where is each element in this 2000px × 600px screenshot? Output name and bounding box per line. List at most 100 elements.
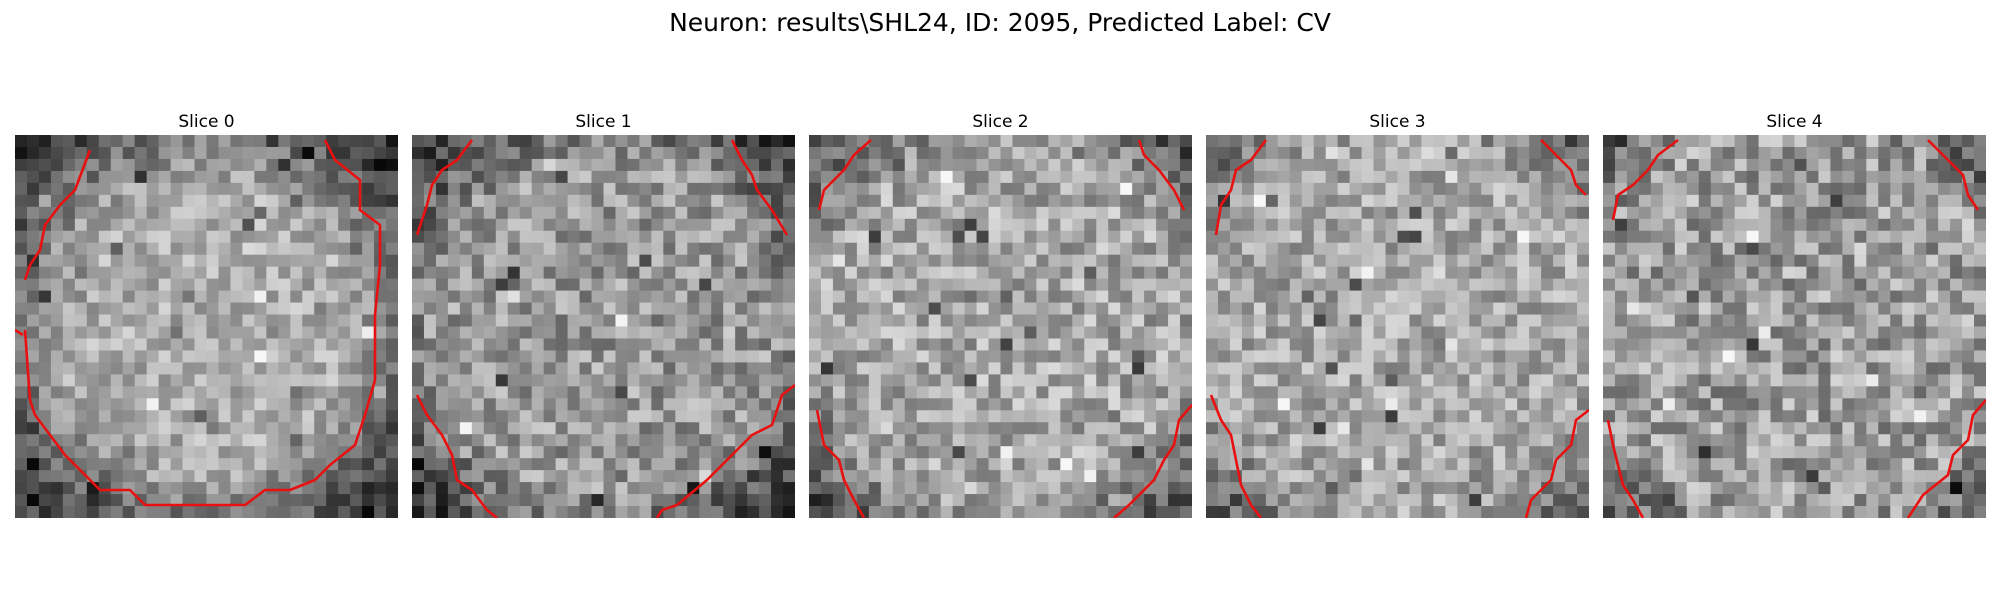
image-pixel: [1445, 182, 1458, 196]
image-pixel: [567, 182, 581, 196]
image-pixel: [495, 266, 509, 280]
image-pixel: [122, 266, 136, 280]
image-pixel: [1481, 494, 1494, 507]
image-pixel: [122, 230, 136, 244]
image-pixel: [856, 362, 870, 375]
image-pixel: [1974, 146, 1986, 160]
image-pixel: [531, 434, 545, 447]
image-pixel: [567, 302, 581, 316]
image-pixel: [230, 194, 244, 208]
image-pixel: [988, 218, 1002, 232]
image-pixel: [1409, 254, 1423, 268]
image-pixel: [627, 482, 641, 495]
image-pixel: [1373, 230, 1387, 244]
image-pixel: [1277, 506, 1291, 518]
image-pixel: [1962, 135, 1975, 148]
image-pixel: [916, 362, 930, 375]
image-pixel: [1818, 242, 1832, 256]
image-pixel: [820, 242, 834, 256]
image-pixel: [98, 374, 112, 387]
image-pixel: [868, 230, 882, 244]
image-pixel: [1036, 158, 1049, 172]
image-pixel: [1108, 350, 1121, 364]
image-pixel: [62, 278, 76, 292]
image-pixel: [820, 422, 834, 435]
image-pixel: [1974, 446, 1986, 459]
image-pixel: [423, 506, 437, 518]
image-pixel: [350, 230, 363, 244]
image-pixel: [290, 302, 303, 316]
image-pixel: [579, 170, 593, 184]
image-pixel: [1493, 194, 1506, 208]
image-pixel: [1962, 446, 1975, 459]
image-pixel: [1902, 302, 1915, 316]
image-pixel: [591, 482, 605, 495]
image-pixel: [158, 362, 172, 375]
image-pixel: [1505, 170, 1518, 184]
image-pixel: [663, 158, 676, 172]
image-pixel: [471, 182, 485, 196]
image-pixel: [1457, 266, 1470, 280]
image-pixel: [1878, 374, 1891, 387]
image-pixel: [988, 410, 1002, 423]
image-pixel: [218, 230, 232, 244]
image-pixel: [1553, 350, 1566, 364]
image-pixel: [1481, 386, 1494, 399]
image-pixel: [1217, 434, 1231, 447]
image-pixel: [423, 326, 437, 340]
image-pixel: [1012, 446, 1026, 459]
image-pixel: [639, 182, 652, 196]
image-pixel: [916, 290, 930, 304]
image-pixel: [964, 350, 978, 364]
image-pixel: [110, 398, 124, 411]
image-pixel: [940, 206, 954, 220]
image-pixel: [543, 362, 557, 375]
image-pixel: [627, 386, 641, 399]
image-pixel: [1493, 386, 1506, 399]
image-pixel: [326, 494, 339, 507]
image-pixel: [591, 338, 605, 352]
image-pixel: [964, 458, 978, 471]
image-pixel: [663, 326, 676, 340]
image-pixel: [940, 254, 954, 268]
image-pixel: [1060, 218, 1073, 232]
image-pixel: [1337, 494, 1351, 507]
image-pixel: [1060, 350, 1073, 364]
image-pixel: [1662, 398, 1676, 411]
image-pixel: [412, 470, 425, 483]
image-pixel: [1457, 135, 1470, 148]
image-pixel: [1878, 146, 1891, 160]
image-pixel: [940, 242, 954, 256]
image-pixel: [158, 446, 172, 459]
image-pixel: [747, 278, 760, 292]
image-pixel: [1493, 422, 1506, 435]
image-pixel: [1758, 362, 1772, 375]
image-pixel: [856, 482, 870, 495]
image-pixel: [1144, 458, 1157, 471]
image-pixel: [1962, 290, 1975, 304]
image-pixel: [459, 470, 473, 483]
image-pixel: [170, 135, 184, 148]
image-pixel: [759, 338, 772, 352]
image-pixel: [1577, 350, 1589, 364]
image-pixel: [747, 230, 760, 244]
image-pixel: [723, 302, 736, 316]
image-pixel: [976, 446, 990, 459]
image-pixel: [880, 326, 894, 340]
image-pixel: [15, 338, 28, 352]
image-pixel: [735, 470, 748, 483]
image-pixel: [1950, 230, 1963, 244]
image-pixel: [820, 458, 834, 471]
image-pixel: [1229, 206, 1243, 220]
image-pixel: [302, 218, 315, 232]
image-pixel: [1337, 362, 1351, 375]
image-pixel: [663, 278, 676, 292]
image-pixel: [1060, 230, 1073, 244]
image-pixel: [1830, 278, 1843, 292]
image-pixel: [1758, 386, 1772, 399]
image-pixel: [531, 278, 545, 292]
image-pixel: [350, 350, 363, 364]
image-pixel: [1433, 482, 1446, 495]
image-pixel: [675, 506, 688, 518]
image-pixel: [675, 338, 688, 352]
